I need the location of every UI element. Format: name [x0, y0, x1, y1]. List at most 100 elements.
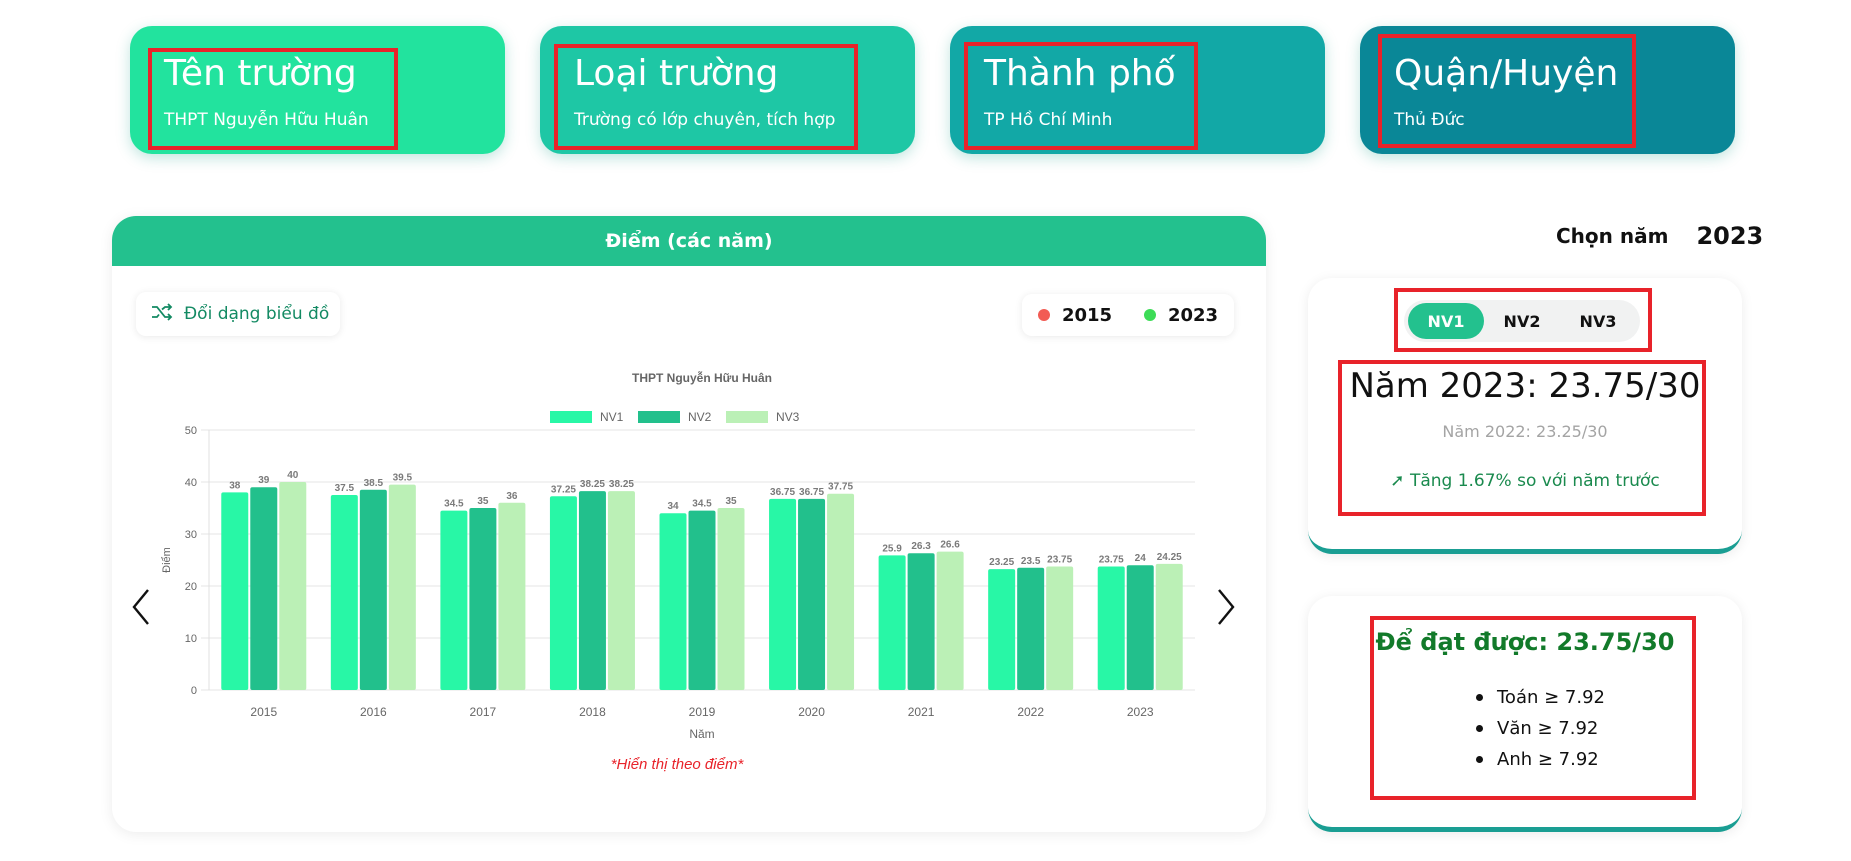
- x-axis-label: Năm: [689, 727, 714, 741]
- card-school-name: Tên trường THPT Nguyễn Hữu Huân: [130, 26, 505, 154]
- data-label: 35: [725, 496, 737, 507]
- data-label: 38: [229, 480, 241, 491]
- y-tick-label: 40: [185, 477, 197, 489]
- bar: [250, 487, 278, 690]
- target-list: Toán ≥ 7.92 Văn ≥ 7.92 Anh ≥ 7.92: [1476, 682, 1605, 775]
- highlight-box: [1370, 616, 1696, 800]
- bar: [440, 510, 468, 690]
- data-label: 38.25: [580, 479, 605, 490]
- bar: [359, 489, 387, 690]
- bar: [279, 482, 307, 690]
- data-label: 23.25: [989, 557, 1014, 568]
- tab-nv1[interactable]: NV1: [1408, 303, 1484, 339]
- legend-label: 2015: [1061, 304, 1113, 326]
- main-score: Năm 2023: 23.75/30: [1349, 366, 1701, 406]
- legend-end-year: 2023: [1143, 304, 1219, 326]
- x-tick-label: 2018: [579, 705, 606, 719]
- data-label: 39.5: [393, 473, 413, 484]
- data-label: 26.3: [911, 541, 931, 552]
- chart-panel: Điểm (các năm) THPT Nguyễn Hữu Huân NV1 NV…: [112, 216, 1266, 832]
- nv-tabs: NV1 NV2 NV3: [1404, 300, 1640, 342]
- target-title: Để đạt được: 23.75/30: [1375, 628, 1675, 656]
- bar-chart: THPT Nguyễn Hữu Huân NV1 NV2 NV3 0 10 20 30 40 50…: [161, 370, 1195, 773]
- card-value: Trường có lớp chuyên, tích hợp: [574, 110, 836, 130]
- card-title: Thành phố: [984, 53, 1176, 94]
- card-title: Quận/Huyện: [1394, 53, 1619, 94]
- year-select-value[interactable]: 2023: [1696, 222, 1764, 250]
- bar: [578, 491, 606, 690]
- data-label: 39: [258, 475, 270, 486]
- highlight-box: [148, 48, 398, 150]
- legend-label: 2023: [1167, 304, 1219, 326]
- year-range-legend: 2015 2023: [1022, 294, 1234, 336]
- bar: [936, 551, 964, 690]
- bar: [1046, 566, 1074, 690]
- card-value: Thủ Đức: [1394, 110, 1465, 130]
- data-label: 23.75: [1099, 555, 1124, 566]
- trend-label: Tăng 1.67% so với năm trước: [1409, 471, 1660, 491]
- y-tick-label: 30: [185, 529, 197, 541]
- bar: [659, 513, 687, 690]
- data-label: 34: [667, 501, 679, 512]
- bar: [1097, 566, 1125, 690]
- score-card: NV1 NV2 NV3 Năm 2023: 23.75/30 Năm 2022:…: [1308, 278, 1742, 554]
- data-label: 26.6: [940, 540, 960, 551]
- x-tick-label: 2023: [1127, 705, 1154, 719]
- data-label: 37.5: [335, 483, 355, 494]
- card-school-type: Loại trường Trường có lớp chuyên, tích h…: [540, 26, 915, 154]
- data-label: 25.9: [882, 543, 902, 554]
- highlight-box: [964, 42, 1198, 150]
- y-axis-label: Điểm: [161, 547, 173, 573]
- bar: [769, 498, 797, 690]
- list-item: Toán ≥ 7.92: [1476, 682, 1605, 713]
- highlight-box: [1338, 360, 1706, 516]
- bar: [1155, 563, 1183, 690]
- tab-nv3[interactable]: NV3: [1579, 311, 1617, 331]
- legend-swatch: [550, 411, 592, 423]
- bar: [607, 491, 635, 690]
- legend-start-year: 2015: [1037, 304, 1113, 326]
- bar: [221, 492, 249, 690]
- legend-label: NV3: [776, 410, 800, 424]
- chevron-right-icon: [1218, 589, 1235, 625]
- legend-label: NV1: [600, 410, 624, 424]
- bar: [988, 569, 1016, 690]
- x-tick-label: 2021: [908, 705, 935, 719]
- bar: [388, 484, 416, 690]
- highlight-box: [554, 44, 858, 150]
- data-label: 36.75: [770, 487, 795, 498]
- chevron-left-icon: [132, 589, 149, 625]
- list-item: Anh ≥ 7.92: [1476, 744, 1605, 775]
- x-tick-label: 2017: [470, 705, 497, 719]
- trending-up-icon: ➚: [1390, 471, 1405, 491]
- legend-dot: [1143, 309, 1156, 321]
- tab-nv2[interactable]: NV2: [1503, 311, 1541, 331]
- y-tick-label: 50: [185, 425, 197, 437]
- y-tick-label: 10: [185, 633, 197, 645]
- data-label: 23.75: [1047, 555, 1072, 566]
- year-select[interactable]: Chọn năm 2023: [1556, 222, 1763, 250]
- chart-prev-button[interactable]: [126, 582, 156, 632]
- legend-swatch: [726, 411, 768, 423]
- x-tick-label: 2022: [1017, 705, 1044, 719]
- card-title: Loại trường: [574, 53, 779, 94]
- data-label: 38.5: [364, 478, 384, 489]
- data-label: 34.5: [444, 499, 464, 510]
- previous-score: Năm 2022: 23.25/30: [1442, 422, 1608, 441]
- shuffle-icon: [150, 302, 174, 327]
- data-label: 23.5: [1021, 556, 1041, 567]
- data-label: 24.25: [1157, 552, 1182, 563]
- highlight-box: [1394, 288, 1652, 352]
- data-label: 34.5: [692, 499, 712, 510]
- bar: [498, 502, 526, 690]
- bar: [717, 508, 745, 690]
- bar: [469, 508, 497, 690]
- switch-chart-type-button[interactable]: Đổi dạng biểu đồ: [136, 292, 340, 336]
- x-tick-label: 2015: [250, 705, 277, 719]
- data-label: 35: [477, 496, 489, 507]
- chart-title: THPT Nguyễn Hữu Huân: [632, 370, 772, 385]
- chart-next-button[interactable]: [1211, 582, 1241, 632]
- data-label: 37.75: [828, 482, 853, 493]
- card-value: THPT Nguyễn Hữu Huân: [164, 110, 369, 130]
- x-tick-label: 2020: [798, 705, 825, 719]
